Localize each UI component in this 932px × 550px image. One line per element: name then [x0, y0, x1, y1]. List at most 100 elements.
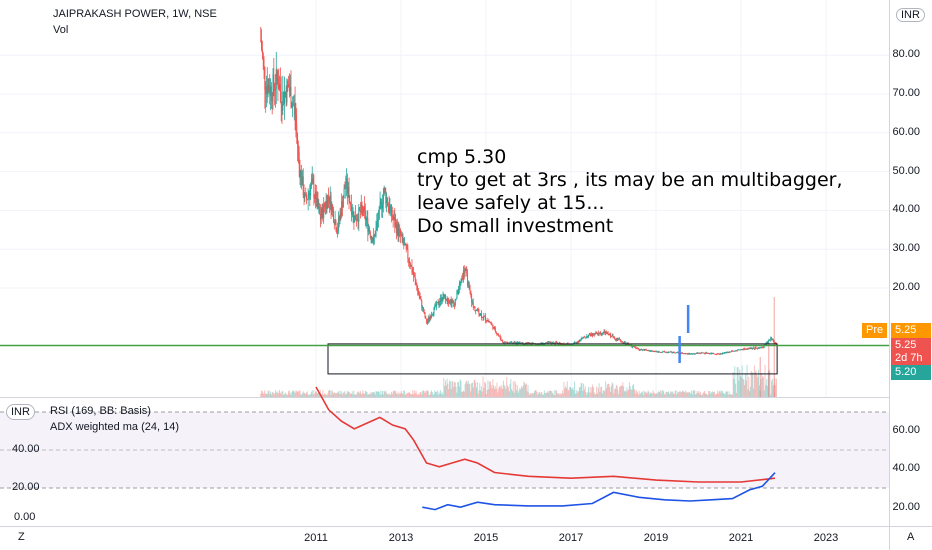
candle-body [736, 349, 738, 351]
candle-body [466, 269, 468, 274]
volume-bar [570, 388, 572, 397]
volume-bar [766, 385, 768, 397]
auto-scale-button[interactable]: A [907, 531, 915, 543]
candle-body [516, 341, 518, 344]
candle-body [388, 206, 390, 212]
candle-body [599, 332, 601, 334]
candle-body [350, 205, 352, 215]
volume-bar [639, 393, 641, 397]
volume-bar [560, 393, 562, 397]
volume-bar [660, 393, 662, 397]
volume-bar [587, 392, 589, 397]
candle-body [548, 342, 550, 344]
candle-body [525, 342, 527, 344]
candle-body [574, 342, 576, 344]
candle-body [614, 337, 616, 339]
volume-bar [572, 387, 574, 397]
volume-bar [724, 394, 726, 397]
volume-bar [400, 393, 402, 397]
currency-badge[interactable]: INR [896, 8, 925, 22]
volume-bar [637, 392, 639, 397]
candle-body [635, 347, 637, 349]
volume-bar [713, 391, 715, 397]
candle-body [555, 341, 557, 344]
volume-bar [423, 391, 425, 397]
candle-body [757, 348, 759, 349]
candle-body [449, 301, 451, 303]
candle-body [458, 284, 460, 289]
candle-body [510, 341, 512, 343]
candle-body [501, 340, 503, 342]
candle-body [687, 353, 689, 355]
adx-legend[interactable]: ADX weighted ma (24, 14) [50, 421, 180, 433]
volume-bar [291, 391, 293, 397]
volume-bar [370, 394, 372, 397]
volume-bar [708, 390, 710, 397]
candle-body [726, 352, 728, 354]
candle-body [456, 291, 458, 299]
volume-bar [748, 376, 750, 397]
candle-body [598, 333, 600, 335]
zoom-toggle-button[interactable]: Z [18, 531, 25, 543]
volume-bar [564, 388, 566, 397]
volume-bar [536, 391, 538, 397]
volume-bar [608, 383, 610, 397]
candle-body [647, 350, 649, 351]
candle-body [722, 352, 724, 354]
x-tick-label: 2011 [304, 532, 328, 544]
volume-bar [669, 392, 671, 397]
volume-bar [496, 382, 498, 397]
candle-body [261, 49, 263, 54]
volume-bar [441, 392, 443, 397]
indicator-currency-badge[interactable]: INR [6, 404, 35, 420]
volume-bar [449, 381, 451, 397]
candle-body [709, 353, 711, 355]
candle-body [266, 86, 268, 95]
volume-bar [595, 394, 597, 397]
volume-bar [605, 381, 607, 397]
candle-body [549, 342, 551, 344]
volume-bar [587, 387, 589, 397]
candle-body [691, 354, 693, 356]
candle-body [404, 244, 406, 246]
candle-body [480, 313, 482, 315]
volume-bar [771, 378, 773, 397]
volume-bar [351, 391, 353, 397]
volume-bar [559, 394, 561, 397]
candle-body [438, 304, 440, 305]
volume-bar [502, 389, 504, 397]
volume-bar [697, 392, 699, 397]
volume-bar [699, 393, 701, 397]
volume-label[interactable]: Vol [53, 24, 69, 36]
candle-body [306, 195, 308, 200]
volume-bar [768, 369, 770, 397]
volume-bar [758, 385, 760, 397]
chart-annotation[interactable]: cmp 5.30 try to get at 3rs , its may be … [417, 146, 843, 238]
candle-body [315, 191, 317, 200]
candle-body [695, 353, 697, 355]
candle-body [372, 241, 374, 243]
candle-body [413, 273, 415, 276]
volume-bar [740, 375, 742, 397]
candle-body [368, 228, 370, 232]
volume-bar [600, 387, 602, 397]
candle-body [380, 201, 382, 203]
candle-body [291, 107, 293, 108]
volume-bar [542, 394, 544, 397]
volume-bar [702, 393, 704, 397]
candle-body [650, 350, 652, 352]
volume-bar [655, 393, 657, 397]
rsi-legend[interactable]: RSI (169, BB: Basis) [50, 405, 151, 417]
volume-bar [695, 393, 697, 397]
candle-body [591, 333, 593, 337]
volume-bar [281, 391, 283, 397]
volume-bar [510, 378, 512, 397]
volume-bar [664, 393, 666, 397]
volume-bar [757, 377, 759, 397]
volume-bar [699, 391, 701, 397]
candle-body [384, 187, 386, 192]
volume-bar [720, 392, 722, 397]
symbol-title[interactable]: JAIPRAKASH POWER, 1W, NSE [53, 8, 217, 20]
volume-bar [511, 389, 513, 397]
candle-body [523, 344, 525, 346]
